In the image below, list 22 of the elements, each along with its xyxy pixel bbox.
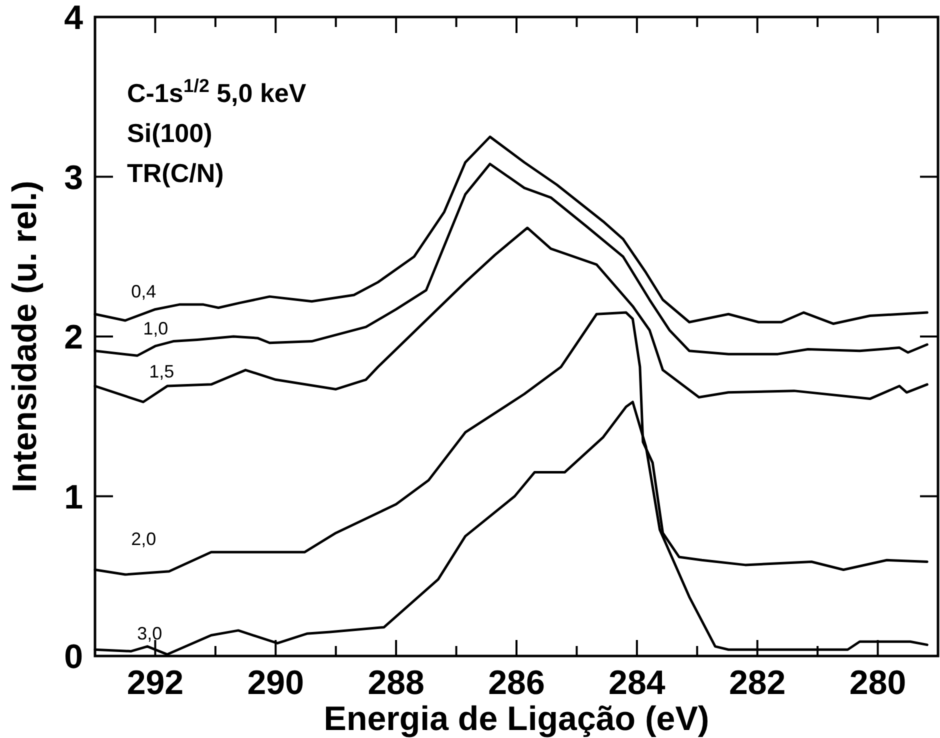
x-tick-label: 282 bbox=[728, 664, 786, 702]
x-tick-label: 280 bbox=[849, 664, 906, 702]
y-axis-title: Intensidade (u. rel.) bbox=[6, 180, 44, 492]
y-tick-label: 0 bbox=[64, 638, 83, 676]
x-tick-label: 288 bbox=[368, 664, 424, 702]
x-tick-label: 290 bbox=[247, 664, 304, 702]
series-label: 0,4 bbox=[131, 282, 156, 302]
y-tick-label: 2 bbox=[64, 318, 83, 356]
x-tick-label: 286 bbox=[488, 664, 545, 702]
legend-label: 1,0 bbox=[143, 318, 168, 338]
y-tick-label: 3 bbox=[64, 158, 83, 197]
x-tick-label: 292 bbox=[126, 664, 184, 702]
y-tick-label: 1 bbox=[64, 478, 83, 516]
x-tick-label: 284 bbox=[608, 664, 666, 702]
series-label: 2,0 bbox=[131, 529, 156, 550]
annotation: TR(C/N) bbox=[127, 158, 224, 188]
series-label: 3,0 bbox=[137, 623, 162, 644]
annotation: C-1s$^{1/2}$ 5,0 keV bbox=[127, 74, 307, 108]
y-tick-label: 4 bbox=[64, 0, 84, 37]
annotation: Si(100) bbox=[127, 118, 212, 148]
x-axis-title: Energia de Ligação (eV) bbox=[324, 700, 710, 738]
series-label: 1,5 bbox=[149, 361, 174, 382]
